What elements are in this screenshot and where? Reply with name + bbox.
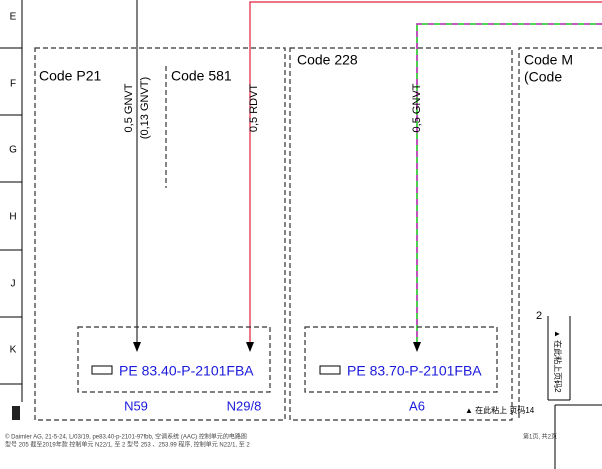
component-label: N59 [124,398,148,413]
zone-label: Code M [524,52,573,68]
zone-label: (Code [524,69,562,85]
link[interactable]: PE 83.70-P-2101FBA [347,363,482,379]
row-label: E [10,12,17,23]
side-number: 2 [536,310,542,322]
zone-box [518,47,602,420]
zone-label: Code 581 [171,68,232,84]
link-box [77,326,271,393]
zone-box [289,47,513,421]
icon [12,406,20,420]
component-label: A6 [409,398,425,413]
footer-page: 第1页, 共2页 [523,433,557,441]
row-label: H [9,212,16,223]
zone-label: Code P21 [39,68,101,84]
paste-note: ▲ 在此粘上 页码14 [465,405,535,415]
wire [249,1,602,348]
wire [416,23,602,348]
row-label: F [10,79,16,90]
component-label: N29/8 [227,398,262,413]
link-box [304,326,498,393]
wire-label: 0,5 RDVT [248,84,260,133]
frame [547,316,602,469]
zone-box [34,47,286,421]
row-label: J [11,279,16,290]
hand-icon [91,365,113,375]
hand-icon [319,365,341,375]
link[interactable]: PE 83.40-P-2101FBA [119,363,254,379]
wire-label: (0,13 GNVT) [139,77,151,139]
row-label: G [9,145,17,156]
side-note: ▲ 在此粘上页码2 [553,330,563,393]
wire-label: 0,5 GNVT [123,83,135,132]
row-strip [0,0,23,402]
row-label: K [10,345,17,356]
zone-label: Code 228 [297,52,358,68]
arrow [413,342,421,352]
arrow [133,342,141,352]
footer-text: © Daimler AG, 21-5-24, L/03/19, pe83.40-… [5,433,247,441]
wire-label: 0,5 GNVT [411,83,423,132]
arrow [246,342,254,352]
footer-text: 型号 205 截至2019年款 控制单元 N22/1, 至 2 型号 253 、… [5,441,250,449]
